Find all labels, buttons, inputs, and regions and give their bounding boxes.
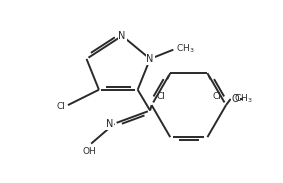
Text: N: N <box>106 119 114 129</box>
Text: O: O <box>231 94 239 104</box>
Text: CH$_3$: CH$_3$ <box>234 93 252 105</box>
Text: Cl: Cl <box>212 92 221 101</box>
Text: Cl: Cl <box>57 102 66 111</box>
Text: N: N <box>146 54 154 64</box>
Text: CH$_3$: CH$_3$ <box>176 43 194 55</box>
Text: N: N <box>119 31 126 41</box>
Text: Cl: Cl <box>156 92 165 101</box>
Text: OH: OH <box>83 147 97 156</box>
